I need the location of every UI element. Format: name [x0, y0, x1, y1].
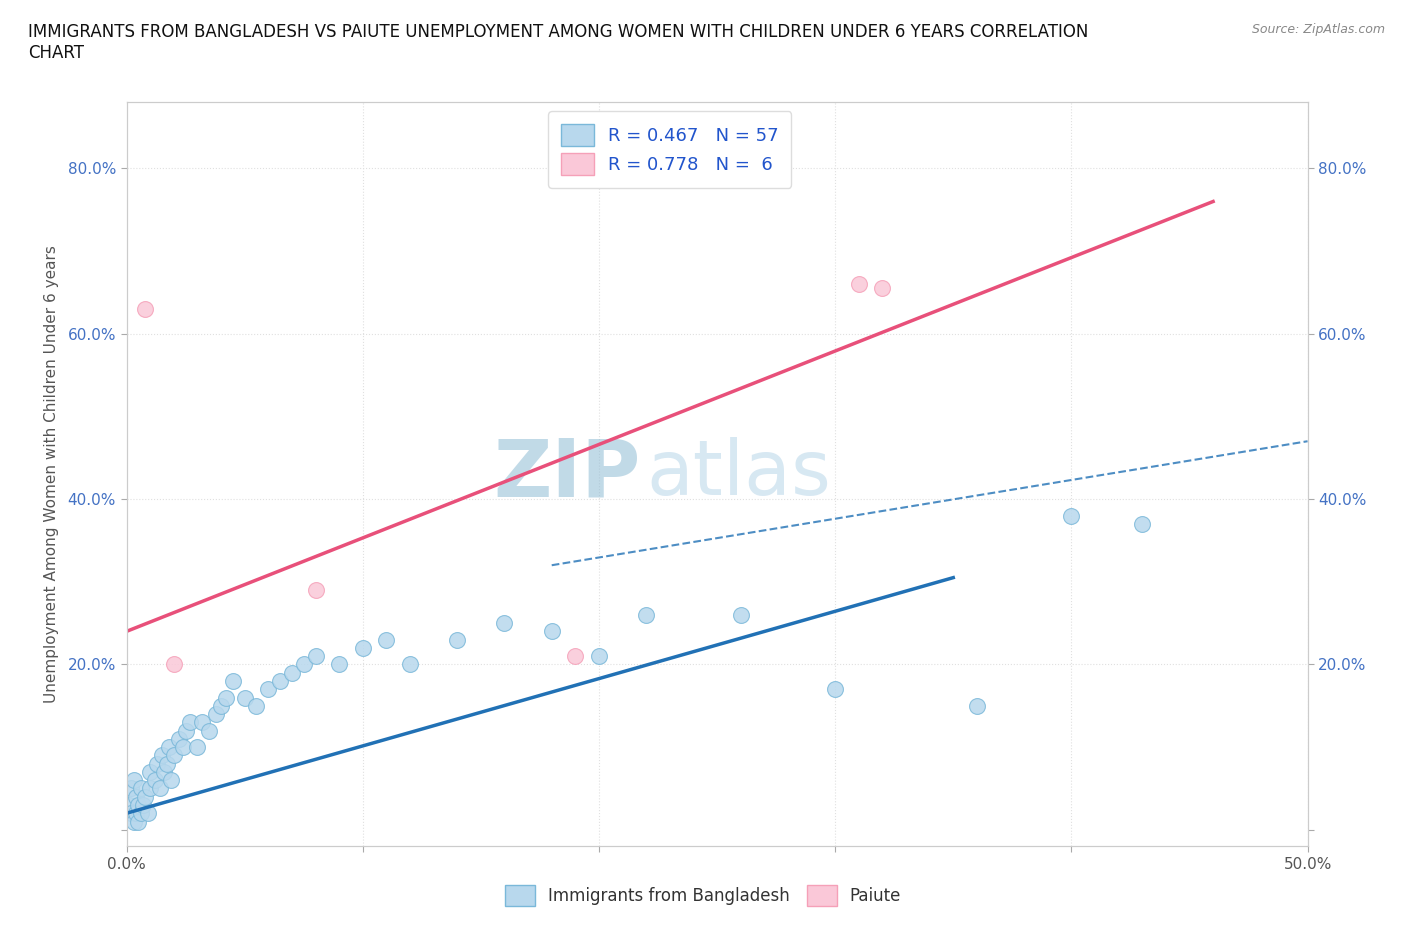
Point — [494, 616, 516, 631]
Point — [1130, 516, 1153, 531]
Point — [179, 715, 201, 730]
Point — [540, 624, 562, 639]
Point — [127, 798, 149, 813]
Point — [134, 790, 156, 804]
Text: CHART: CHART — [28, 44, 84, 61]
Point — [139, 781, 162, 796]
Legend: R = 0.467   N = 57, R = 0.778   N =  6: R = 0.467 N = 57, R = 0.778 N = 6 — [548, 112, 792, 188]
Point — [304, 582, 326, 597]
Point — [730, 607, 752, 622]
Point — [127, 814, 149, 829]
Point — [848, 277, 870, 292]
Point — [136, 805, 159, 820]
Point — [564, 649, 586, 664]
Point — [150, 748, 173, 763]
Point — [205, 707, 228, 722]
Point — [281, 665, 304, 680]
Text: atlas: atlas — [647, 437, 831, 512]
Point — [292, 657, 315, 671]
Y-axis label: Unemployment Among Women with Children Under 6 years: Unemployment Among Women with Children U… — [45, 246, 59, 703]
Point — [143, 773, 166, 788]
Point — [215, 690, 238, 705]
Point — [125, 805, 148, 820]
Point — [122, 773, 145, 788]
Point — [146, 756, 169, 771]
Point — [167, 731, 190, 746]
Point — [328, 657, 350, 671]
Point — [233, 690, 256, 705]
Point — [157, 739, 180, 754]
Point — [122, 814, 145, 829]
Point — [198, 724, 221, 738]
Point — [120, 781, 142, 796]
Text: Source: ZipAtlas.com: Source: ZipAtlas.com — [1251, 23, 1385, 36]
Point — [163, 748, 186, 763]
Point — [257, 682, 280, 697]
Point — [160, 773, 183, 788]
Point — [269, 673, 291, 688]
Point — [222, 673, 245, 688]
Text: ZIP: ZIP — [494, 435, 640, 513]
Text: IMMIGRANTS FROM BANGLADESH VS PAIUTE UNEMPLOYMENT AMONG WOMEN WITH CHILDREN UNDE: IMMIGRANTS FROM BANGLADESH VS PAIUTE UNE… — [28, 23, 1088, 41]
Point — [156, 756, 179, 771]
Point — [399, 657, 422, 671]
Point — [636, 607, 658, 622]
Point — [245, 698, 267, 713]
Point — [209, 698, 232, 713]
Point — [375, 632, 398, 647]
Point — [153, 764, 176, 779]
Point — [118, 798, 141, 813]
Point — [1060, 508, 1083, 523]
Point — [149, 781, 172, 796]
Point — [824, 682, 846, 697]
Point — [304, 649, 326, 664]
Point — [966, 698, 988, 713]
Point — [125, 790, 148, 804]
Point — [588, 649, 610, 664]
Point — [134, 301, 156, 316]
Point — [352, 641, 374, 656]
Point — [163, 657, 186, 671]
Legend: Immigrants from Bangladesh, Paiute: Immigrants from Bangladesh, Paiute — [498, 879, 908, 912]
Point — [186, 739, 208, 754]
Point — [132, 798, 155, 813]
Point — [174, 724, 197, 738]
Point — [139, 764, 162, 779]
Point — [446, 632, 468, 647]
Point — [172, 739, 194, 754]
Point — [129, 805, 152, 820]
Point — [191, 715, 214, 730]
Point — [872, 281, 894, 296]
Point — [129, 781, 152, 796]
Point — [120, 805, 142, 820]
